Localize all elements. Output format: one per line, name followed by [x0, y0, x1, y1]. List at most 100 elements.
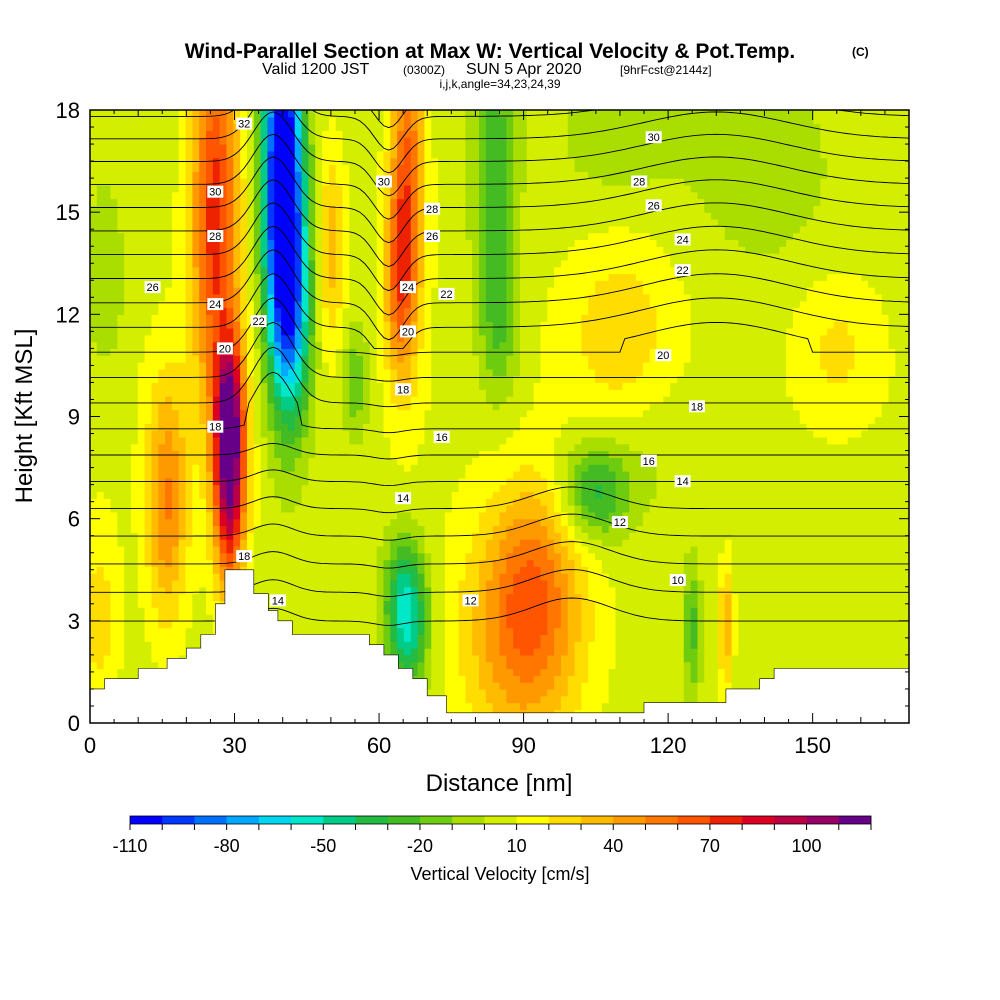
field-cell — [540, 470, 548, 479]
field-cell — [731, 668, 739, 676]
field-cell — [117, 579, 125, 588]
field-cell — [833, 586, 842, 595]
field-cell — [397, 443, 405, 452]
field-cell — [472, 436, 480, 445]
field-cell — [451, 491, 460, 499]
field-cell — [519, 470, 528, 479]
field-cell — [902, 443, 909, 452]
field-cell — [383, 450, 391, 458]
field-cell — [294, 470, 303, 479]
field-cell — [246, 545, 255, 554]
field-cell — [861, 627, 869, 636]
field-cell — [308, 436, 316, 445]
field-cell — [178, 634, 187, 642]
field-cell — [383, 634, 391, 642]
field-cell — [322, 545, 330, 554]
field-cell — [342, 579, 350, 588]
field-cell — [690, 600, 699, 608]
field-cell — [308, 450, 316, 458]
field-cell — [840, 457, 849, 465]
field-cell — [281, 586, 289, 595]
field-cell — [124, 545, 132, 554]
field-cell — [779, 450, 787, 458]
field-cell — [117, 436, 125, 445]
field-cell — [403, 457, 412, 465]
field-cell — [212, 450, 221, 458]
field-cell — [301, 627, 309, 636]
field-cell — [103, 559, 112, 567]
field-cell — [649, 491, 658, 499]
field-cell — [465, 607, 473, 615]
field-cell — [663, 552, 671, 561]
field-cell — [178, 450, 187, 458]
field-cell — [765, 641, 774, 649]
field-cell — [96, 654, 105, 663]
field-cell — [820, 648, 828, 656]
field-cell — [649, 511, 658, 520]
field-cell — [315, 464, 323, 472]
field-cell — [615, 620, 623, 629]
field-cell — [752, 682, 760, 690]
field-cell — [868, 525, 876, 533]
field-cell — [465, 620, 473, 629]
field-cell — [192, 436, 200, 445]
field-cell — [124, 648, 132, 656]
field-cell — [342, 511, 350, 520]
field-cell — [683, 559, 692, 567]
field-cell — [410, 457, 419, 465]
field-cell — [178, 443, 187, 452]
field-cell — [560, 443, 569, 452]
field-cell — [397, 539, 405, 547]
field-cell — [226, 518, 234, 527]
field-cell — [130, 668, 139, 676]
field-cell — [178, 627, 187, 636]
field-cell — [868, 498, 876, 506]
field-cell — [540, 539, 548, 547]
field-cell — [697, 627, 705, 636]
field-cell — [533, 525, 542, 533]
field-cell — [206, 491, 214, 499]
field-cell — [758, 559, 767, 567]
field-cell — [117, 566, 125, 574]
field-cell — [526, 675, 535, 683]
field-cell — [786, 525, 794, 533]
field-cell — [151, 654, 159, 663]
field-cell — [840, 627, 849, 636]
field-cell — [294, 593, 303, 601]
field-cell — [226, 552, 234, 561]
field-cell — [540, 702, 548, 710]
field-cell — [492, 545, 501, 554]
field-cell — [642, 525, 651, 533]
field-cell — [554, 688, 562, 697]
field-cell — [151, 566, 159, 574]
field-cell — [274, 436, 282, 445]
field-cell — [226, 525, 234, 533]
field-cell — [410, 648, 419, 656]
field-cell — [158, 654, 166, 663]
field-cell — [206, 614, 214, 622]
field-cell — [567, 682, 576, 690]
field-cell — [806, 511, 815, 520]
field-cell — [479, 600, 487, 608]
field-cell — [656, 566, 664, 574]
field-cell — [349, 443, 357, 452]
field-cell — [704, 634, 712, 642]
field-cell — [588, 688, 596, 697]
field-cell — [519, 688, 528, 697]
field-cell — [868, 593, 876, 601]
field-cell — [103, 648, 112, 656]
field-cell — [212, 545, 221, 554]
field-cell — [731, 600, 739, 608]
field-cell — [103, 620, 112, 629]
field-cell — [874, 470, 883, 479]
field-cell — [895, 614, 903, 622]
field-cell — [130, 614, 139, 622]
field-cell — [240, 464, 248, 472]
field-cell — [847, 614, 856, 622]
field-cell — [595, 607, 603, 615]
field-cell — [472, 641, 480, 649]
field-cell — [540, 620, 548, 629]
field-cell — [670, 491, 678, 499]
field-cell — [513, 450, 521, 458]
field-cell — [731, 654, 739, 663]
